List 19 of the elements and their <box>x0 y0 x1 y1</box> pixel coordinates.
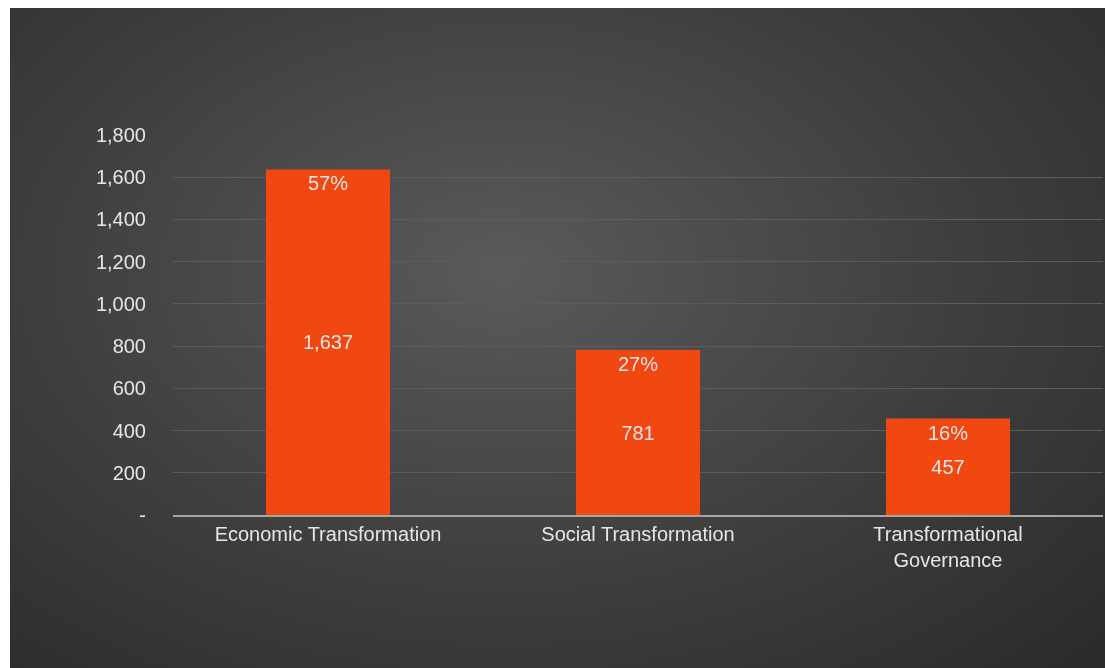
y-tick-label: 400 <box>112 419 146 442</box>
y-tick-label: 1,800 <box>95 124 146 146</box>
y-tick-label: 800 <box>112 335 146 358</box>
annotation: 16% <box>928 422 969 444</box>
annotation: 57% <box>308 172 349 194</box>
y-tick-label: 200 <box>112 461 146 484</box>
x-tick-label: Transformational Governance <box>873 523 1023 571</box>
y-tick-label: - <box>139 504 146 526</box>
y-tick-label: 1,400 <box>95 208 146 231</box>
data-label: 1,637 <box>302 331 354 354</box>
annotation: 27% <box>618 353 659 375</box>
y-tick-label: 1,000 <box>95 292 146 315</box>
y-tick-label: 1,600 <box>95 166 146 189</box>
y-tick-label: 600 <box>112 377 146 400</box>
data-label: 457 <box>931 455 965 478</box>
x-tick-label: Economic Transformation <box>214 523 442 545</box>
x-tick-label: Social Transformation <box>541 523 735 545</box>
y-tick-label: 1,200 <box>95 250 146 273</box>
data-label: 781 <box>621 421 655 444</box>
